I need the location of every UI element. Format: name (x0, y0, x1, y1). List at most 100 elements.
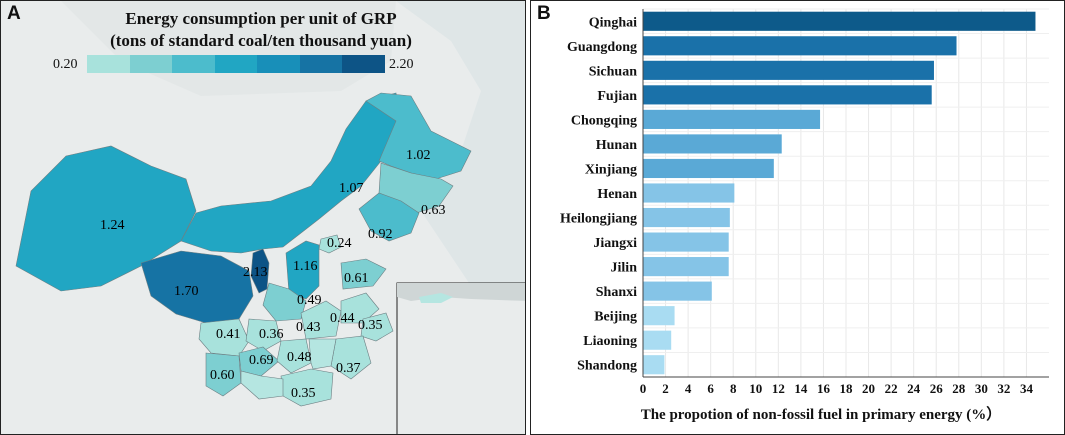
category-label: Jilin (611, 261, 638, 276)
legend-swatch (299, 55, 343, 73)
map-value-label: 0.41 (216, 327, 241, 342)
inset-map-frame (396, 282, 525, 434)
legend-swatch (129, 55, 173, 73)
category-label: Qinghai (589, 15, 637, 30)
bar-xinjiang (643, 158, 774, 179)
province-henan (300, 300, 342, 340)
category-label: Hunan (596, 138, 637, 153)
province-xinjiang (15, 145, 197, 292)
province-zhejiang (360, 312, 394, 342)
china-map: 1.24 1.70 2.13 1.07 1.02 0.63 0.92 0.24 … (1, 1, 525, 434)
category-label: Heilongjiang (560, 212, 637, 227)
province-guangxi (240, 370, 284, 400)
legend-min-label: 0.20 (53, 57, 78, 72)
x-tick-label: 14 (794, 381, 808, 396)
x-tick-label: 22 (885, 381, 898, 396)
map-value-label: 1.07 (339, 181, 364, 196)
panel-a-map: 1.24 1.70 2.13 1.07 1.02 0.63 0.92 0.24 … (0, 0, 526, 435)
map-value-label: 0.37 (336, 361, 361, 376)
province-anhui (340, 292, 380, 324)
x-tick-label: 16 (817, 381, 831, 396)
x-tick-label: 32 (997, 381, 1010, 396)
legend-swatch (87, 55, 130, 73)
map-value-label: 0.43 (296, 320, 321, 335)
x-tick-label: 2 (662, 381, 669, 396)
province-guizhou (238, 346, 280, 377)
map-value-label: 0.48 (287, 350, 312, 365)
category-label: Shandong (577, 359, 637, 374)
color-legend-bar (87, 55, 386, 73)
category-label: Beijing (594, 310, 637, 325)
bar-henan (643, 183, 735, 203)
province-shaanxi (262, 282, 307, 322)
legend-swatch (214, 55, 258, 73)
bar-beijing (643, 306, 675, 326)
x-tick-label: 10 (749, 381, 762, 396)
bar-jilin (643, 257, 729, 277)
province-jiangxi (308, 338, 337, 370)
bar-heilongjiang (643, 207, 730, 228)
category-label: Xinjiang (585, 162, 637, 177)
province-hunan (276, 338, 312, 374)
map-value-label: 0.44 (330, 311, 355, 326)
sea-area (396, 1, 525, 301)
x-tick-label: 8 (730, 381, 737, 396)
bar-jiangxi (643, 232, 729, 252)
legend-swatch (257, 55, 300, 73)
bar-chongqing (643, 109, 821, 129)
x-tick-label: 12 (772, 381, 785, 396)
bar-chart: Qinghai Guangdong Sichuan Fujian Chongqing Hu… (560, 8, 1049, 423)
map-value-label: 1.16 (293, 259, 318, 274)
bar-qinghai (643, 11, 1036, 31)
map-value-label: 0.35 (358, 318, 383, 333)
legend-title-line1: Energy consumption per unit of GRP (125, 9, 397, 28)
province-qinghai (140, 250, 254, 324)
province-yunnan (205, 352, 242, 397)
bar-liaoning (643, 330, 672, 350)
map-value-label: 1.02 (406, 148, 431, 163)
province-heilongjiang (365, 92, 472, 180)
bar-shandong (643, 355, 665, 375)
map-value-label: 1.24 (100, 218, 125, 233)
x-tick-label: 34 (1020, 381, 1034, 396)
province-shandong (340, 258, 387, 290)
bar-sichuan (643, 60, 934, 80)
x-tick-label: 0 (640, 381, 647, 396)
category-label: Shanxi (596, 285, 637, 300)
panel-b-chart: B Qinghai Guangdong Sichuan Fujian Chongqing… (530, 0, 1065, 435)
inset-province (419, 293, 453, 303)
category-label: Chongqing (571, 113, 637, 128)
province-chongqing (245, 318, 282, 352)
map-value-label: 0.61 (344, 271, 369, 286)
bars (643, 11, 1036, 375)
panel-a-letter: A (7, 3, 21, 24)
legend-swatch (342, 55, 386, 73)
map-value-label: 0.35 (291, 386, 316, 401)
legend-max-label: 2.20 (389, 57, 414, 72)
legend-swatch (172, 55, 215, 73)
map-value-label: 2.13 (243, 265, 268, 280)
x-tick-label: 24 (907, 381, 921, 396)
map-value-label: 0.69 (249, 353, 274, 368)
category-label: Jiangxi (593, 236, 637, 251)
category-label: Henan (597, 187, 637, 202)
x-axis-label: The propotion of non-fossil fuel in prim… (641, 405, 1002, 423)
category-labels: Qinghai Guangdong Sichuan Fujian Chongqing Hu… (560, 15, 637, 373)
map-value-label: 0.49 (297, 293, 322, 308)
panel-b-letter: B (537, 3, 551, 24)
x-tick-label: 18 (840, 381, 854, 396)
inset-land (397, 283, 525, 301)
x-tick-label: 4 (685, 381, 692, 396)
x-tick-labels: 0 2 4 6 8 10 12 14 16 18 20 22 24 26 28 30 32 34 (640, 381, 1034, 396)
category-label: Guangdong (567, 40, 637, 55)
bar-guangdong (643, 36, 957, 56)
map-value-label: 1.70 (174, 284, 199, 299)
province-beijing (318, 234, 342, 254)
category-label: Sichuan (589, 64, 637, 79)
x-tick-label: 28 (952, 381, 966, 396)
bar-hunan (643, 134, 782, 154)
legend-title-line2: (tons of standard coal/ten thousand yuan… (110, 31, 412, 50)
x-tick-label: 6 (707, 381, 714, 396)
map-value-label: 0.24 (327, 236, 352, 251)
bar-fujian (643, 85, 932, 105)
